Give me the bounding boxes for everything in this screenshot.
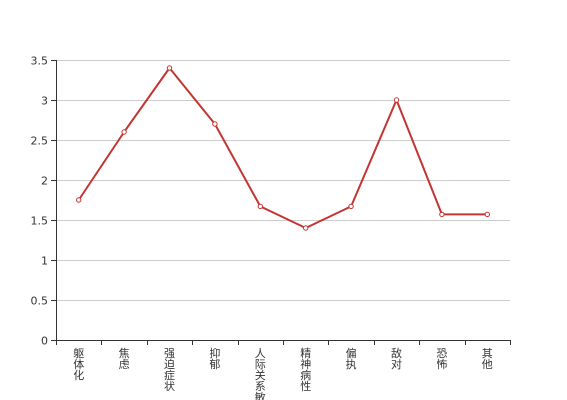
x-tick-label: 焦虑 <box>119 347 130 371</box>
y-tick-label: 1.5 <box>31 215 49 228</box>
x-tick-label: 其他 <box>482 347 493 371</box>
x-tick-label: 躯体化 <box>73 347 84 382</box>
x-tick-label: 敌对 <box>391 346 402 371</box>
y-tick-label: 0.5 <box>31 295 49 308</box>
series-line <box>77 67 488 229</box>
x-tick-label: 强迫症状 <box>164 347 175 393</box>
x-tick-label: 人际关系敏感 <box>255 347 266 400</box>
x-tick-label: 偏执 <box>346 346 357 371</box>
data-point <box>121 129 127 135</box>
x-tick-label: 精神病性 <box>300 347 311 393</box>
data-point <box>212 121 218 127</box>
data-point <box>257 203 263 210</box>
data-point <box>166 65 173 71</box>
y-tick-label: 2 <box>41 175 48 188</box>
y-axis: 0 0.5 1 1.5 2 2.5 3 3.5 <box>31 55 57 348</box>
y-tick-label: 0 <box>41 335 48 348</box>
y-tick-label: 3.5 <box>31 55 49 68</box>
x-tick-label: 恐怖 <box>436 347 447 371</box>
data-point <box>393 97 400 103</box>
x-tick-label: 抑郁 <box>209 346 220 371</box>
x-axis: 躯体化 焦虑 强迫症状 抑郁 人际关系敏感 精神病性 偏执 敌对 恐怖 其他 <box>56 340 511 400</box>
y-tick-label: 1 <box>41 255 48 268</box>
data-point <box>439 211 445 218</box>
data-point <box>76 197 82 203</box>
y-tick-label: 3 <box>41 95 48 108</box>
data-point <box>348 203 354 210</box>
data-point <box>303 225 309 231</box>
y-tick-label: 2.5 <box>31 135 49 148</box>
series-layer <box>76 65 490 231</box>
grid-lines <box>56 60 510 301</box>
data-point <box>484 211 490 218</box>
